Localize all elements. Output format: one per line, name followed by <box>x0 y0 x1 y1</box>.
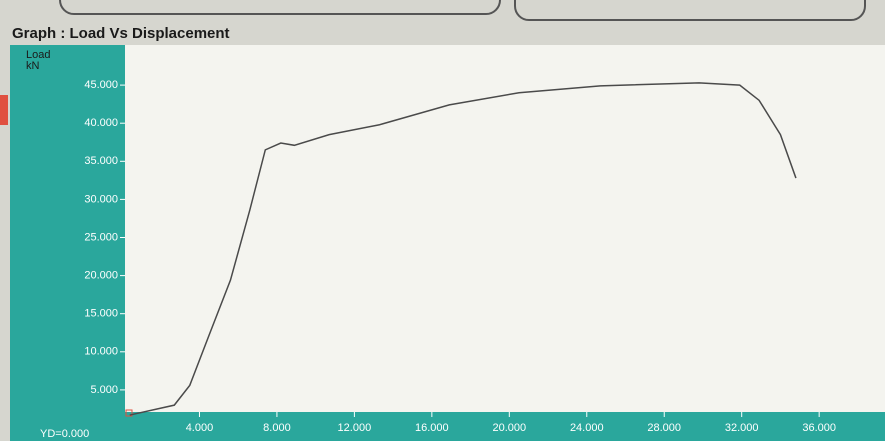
x-tick-label: 24.000 <box>570 422 604 434</box>
button-outline[interactable] <box>60 0 500 14</box>
page: {"chart_data": {"type": "line", "title":… <box>0 0 885 441</box>
x-tick-label: 4.000 <box>186 422 214 434</box>
x-tick-label: 8.000 <box>263 422 291 434</box>
x-tick-label: 16.000 <box>415 422 449 434</box>
y-tick-label: 10.000 <box>84 346 118 358</box>
x-tick-label: 20.000 <box>492 422 526 434</box>
y-tick-label: 20.000 <box>84 270 118 282</box>
side-marker <box>0 95 8 125</box>
x-tick-label: 12.000 <box>338 422 372 434</box>
y-tick-label: 45.000 <box>84 79 118 91</box>
x-tick-label: 36.000 <box>802 422 836 434</box>
y-tick-label: 40.000 <box>84 117 118 129</box>
y-axis-unit: kN <box>26 60 40 72</box>
y-tick-label: 25.000 <box>84 231 118 243</box>
x-tick-label: 28.000 <box>647 422 681 434</box>
y-tick-label: 35.000 <box>84 155 118 167</box>
screen: Graph : Load Vs Displacement Load kN YD=… <box>0 0 885 441</box>
plot-area <box>125 45 885 412</box>
chart-title: Graph : Load Vs Displacement <box>12 25 230 42</box>
y-tick-label: 5.000 <box>90 384 118 396</box>
origin-label: YD=0.000 <box>40 428 89 440</box>
button-outline[interactable] <box>515 0 865 20</box>
y-tick-label: 15.000 <box>84 308 118 320</box>
x-tick-label: 32.000 <box>725 422 759 434</box>
y-tick-label: 30.000 <box>84 193 118 205</box>
